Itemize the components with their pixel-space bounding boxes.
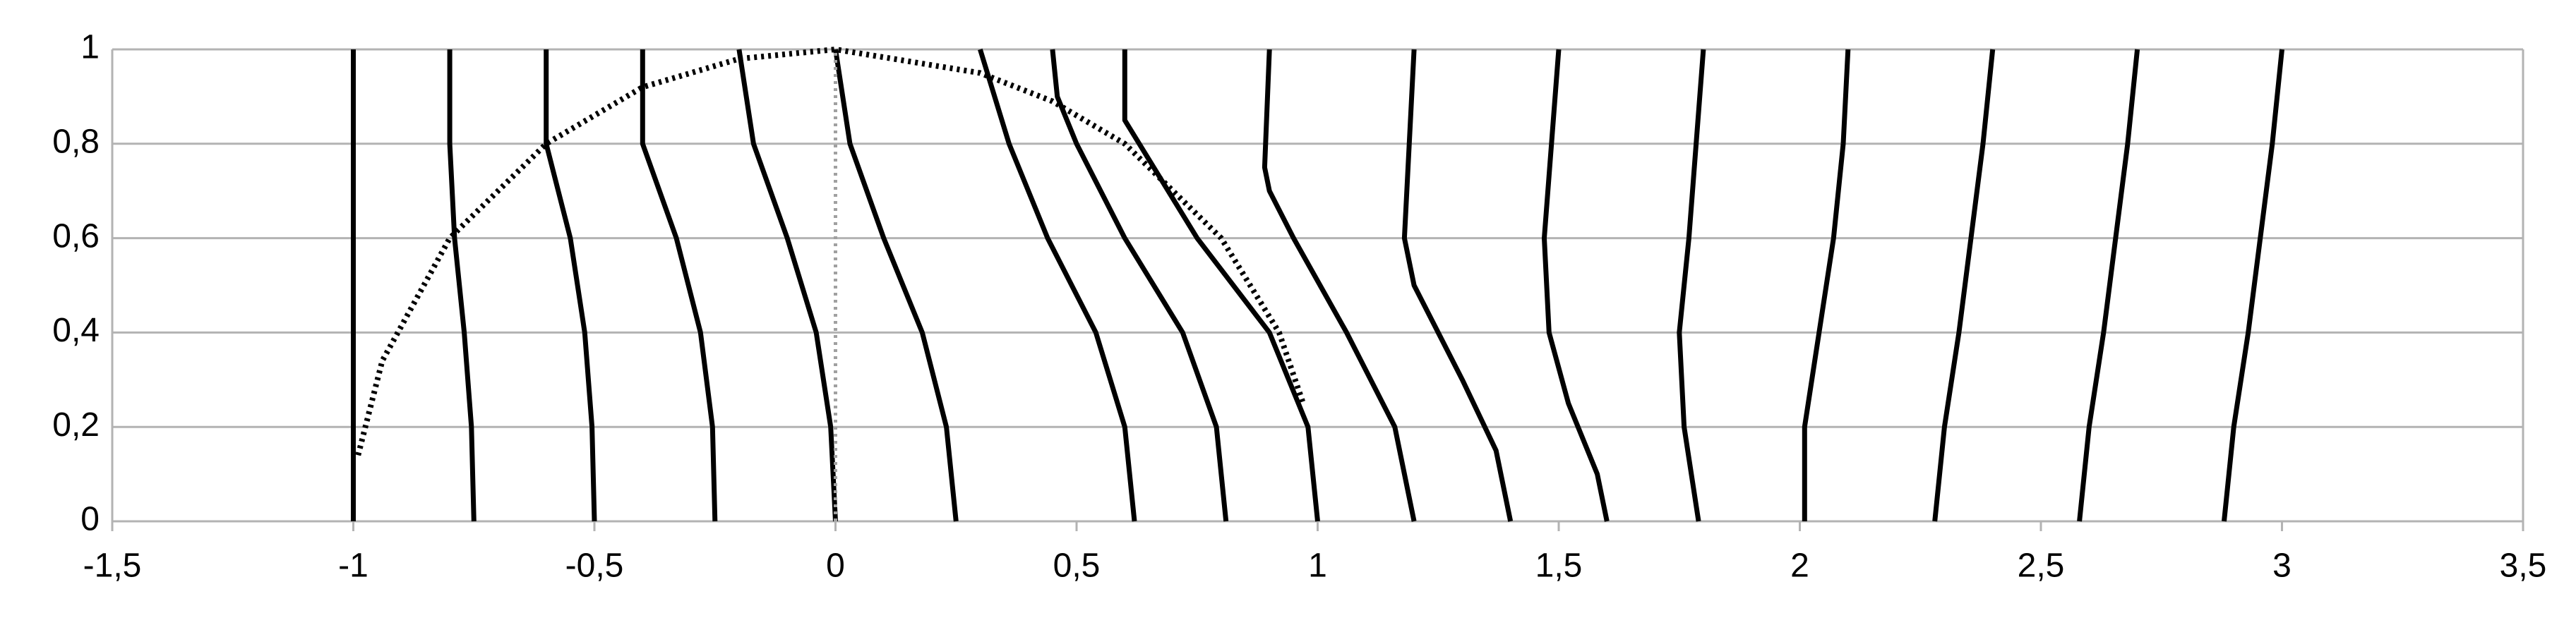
line-series xyxy=(1050,49,1229,522)
line-series xyxy=(640,49,718,522)
line-series xyxy=(1401,49,1514,522)
x-tick-label: -0,5 xyxy=(565,547,624,585)
line-series xyxy=(447,49,477,522)
x-tick-label: 3,5 xyxy=(2500,547,2547,585)
x-tick-label: 1 xyxy=(1308,547,1327,585)
y-tick-label: 0,8 xyxy=(52,123,100,160)
y-tick-label: 1 xyxy=(80,29,100,66)
line-series xyxy=(544,49,597,522)
x-tick-label: 3 xyxy=(2272,547,2292,585)
y-tick-label: 0,2 xyxy=(52,406,100,444)
x-tick-label: 2,5 xyxy=(2018,547,2065,585)
line-series xyxy=(355,47,1306,456)
line-series xyxy=(736,49,838,522)
y-tick-label: 0,6 xyxy=(52,217,100,255)
line-series xyxy=(833,49,959,522)
y-tick-label: 0 xyxy=(80,501,100,538)
y-tick-label: 0,4 xyxy=(52,312,100,349)
x-tick-label: 2 xyxy=(1790,547,1809,585)
x-tick-label: 0,5 xyxy=(1053,547,1101,585)
x-tick-label: -1,5 xyxy=(83,547,142,585)
line-series xyxy=(1677,49,1706,522)
line-series xyxy=(2222,49,2284,522)
line-series xyxy=(978,48,1137,522)
line-series xyxy=(1802,49,1851,521)
line-series xyxy=(1262,49,1417,522)
line-series xyxy=(1542,49,1610,522)
x-tick-label: 1,5 xyxy=(1535,547,1583,585)
line-series xyxy=(1122,49,1320,522)
x-tick-label: -1 xyxy=(338,547,369,585)
line-series xyxy=(1932,49,1996,522)
line-series xyxy=(2077,49,2140,522)
x-tick-label: 0 xyxy=(826,547,845,585)
